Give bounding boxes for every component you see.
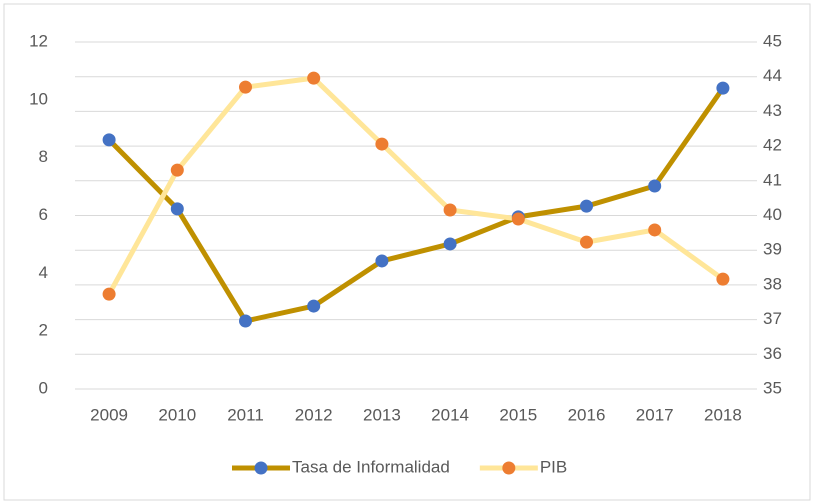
point xyxy=(580,199,593,213)
x-tick-label: 2014 xyxy=(431,405,469,424)
legend-marker xyxy=(254,461,268,475)
y2-tick-label: 45 xyxy=(763,31,782,50)
x-tick-label: 2013 xyxy=(363,405,401,424)
point xyxy=(648,179,662,193)
y2-tick-label: 42 xyxy=(763,136,782,155)
point xyxy=(102,133,116,147)
x-tick-label: 2018 xyxy=(704,405,742,424)
point xyxy=(170,202,184,216)
legend-label: Tasa de Informalidad xyxy=(292,457,450,476)
y-tick-label: 8 xyxy=(39,147,48,166)
point xyxy=(716,81,730,95)
y2-tick-label: 35 xyxy=(763,378,782,397)
y2-tick-label: 39 xyxy=(763,240,782,259)
point xyxy=(307,71,321,85)
x-tick-label: 2010 xyxy=(158,405,196,424)
series-line xyxy=(107,86,725,324)
x-tick-label: 2015 xyxy=(499,405,537,424)
x-tick-label: 2012 xyxy=(295,405,333,424)
y2-tick-label: 38 xyxy=(763,274,782,293)
y-tick-label: 10 xyxy=(29,89,48,108)
y2-tick-label: 37 xyxy=(763,309,782,328)
x-tick-label: 2017 xyxy=(636,405,674,424)
y2-tick-label: 40 xyxy=(763,205,782,224)
y-tick-label: 0 xyxy=(39,378,48,397)
y-tick-label: 6 xyxy=(39,205,48,224)
point xyxy=(716,272,730,286)
point xyxy=(648,223,662,237)
legend-label: PIB xyxy=(540,457,567,476)
x-tick-label: 2016 xyxy=(568,405,606,424)
y-tick-label: 12 xyxy=(29,31,48,50)
point xyxy=(375,254,389,268)
point xyxy=(307,299,321,313)
y2-tick-label: 43 xyxy=(763,101,782,120)
point xyxy=(102,287,116,301)
legend-marker xyxy=(502,461,516,475)
point xyxy=(443,203,457,217)
x-tick-label: 2009 xyxy=(90,405,128,424)
y-tick-label: 4 xyxy=(39,263,48,282)
y2-tick-label: 44 xyxy=(763,66,782,85)
y-tick-label: 2 xyxy=(39,321,48,340)
point xyxy=(511,212,525,226)
point xyxy=(375,137,389,151)
y2-tick-label: 36 xyxy=(763,344,782,363)
point xyxy=(239,80,252,94)
point xyxy=(443,237,457,251)
point xyxy=(170,163,184,177)
point xyxy=(239,314,252,328)
x-tick-label: 2011 xyxy=(227,405,264,424)
y2-tick-label: 41 xyxy=(763,170,782,189)
point xyxy=(580,235,593,249)
chart-border xyxy=(3,3,811,501)
series-line xyxy=(106,75,725,296)
